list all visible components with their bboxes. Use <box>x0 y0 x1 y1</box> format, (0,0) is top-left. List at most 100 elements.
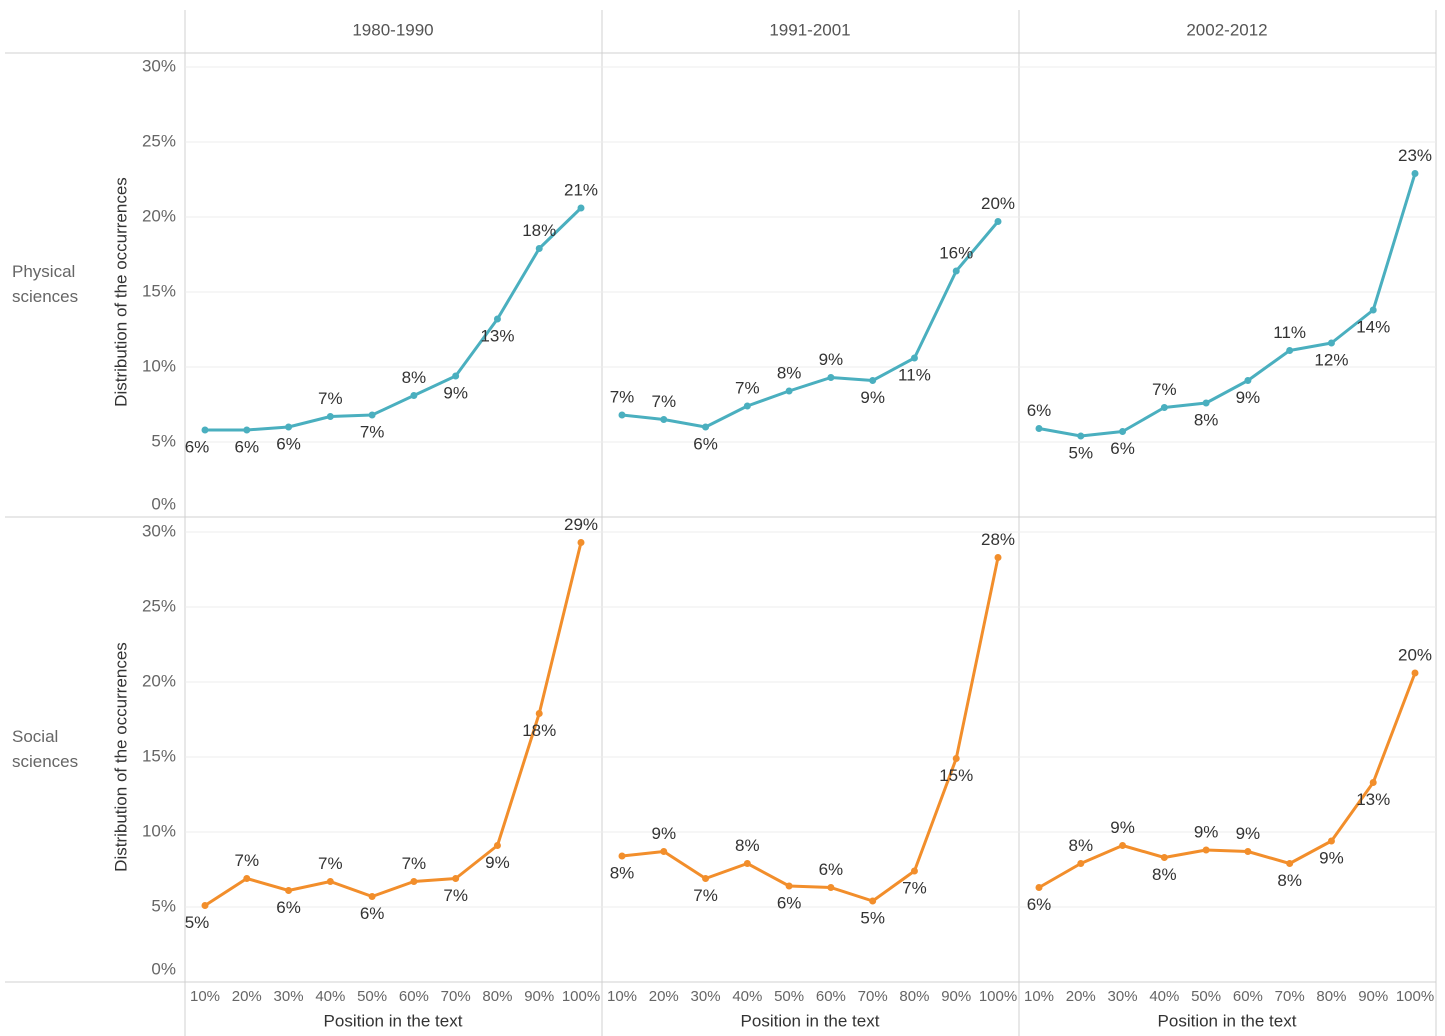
x-tick-label: 50% <box>357 988 387 1005</box>
y-tick-label: 30% <box>142 56 176 75</box>
x-axis-title: Position in the text <box>741 1011 880 1030</box>
row-header-box: Social sciences <box>12 727 78 771</box>
point <box>910 354 918 362</box>
value-label: 9% <box>651 824 676 843</box>
value-label: 7% <box>443 886 468 905</box>
point <box>1369 779 1377 786</box>
value-label: 6% <box>276 898 301 917</box>
point <box>785 882 793 890</box>
value-label: 6% <box>185 437 210 456</box>
point <box>994 554 1002 561</box>
value-label: 9% <box>443 383 468 402</box>
point <box>660 416 668 423</box>
point <box>285 887 293 894</box>
point <box>201 426 209 434</box>
value-label: 9% <box>819 350 844 369</box>
x-tick-label: 10% <box>607 988 637 1005</box>
y-tick-label: 20% <box>142 671 176 690</box>
point <box>243 875 251 882</box>
y-tick-label: 10% <box>142 356 176 375</box>
x-tick-label: 50% <box>1191 988 1221 1005</box>
line <box>1038 173 1417 438</box>
value-label: 5% <box>860 908 885 927</box>
value-label: 8% <box>735 836 760 855</box>
y-tick-label: 10% <box>142 821 176 840</box>
point <box>1035 425 1043 432</box>
point <box>368 893 376 900</box>
value-label: 14% <box>1356 317 1390 336</box>
x-tick-label: 20% <box>232 988 262 1005</box>
y-axis-title: Distribution of the occurrences <box>111 642 130 872</box>
point <box>785 387 793 395</box>
point <box>1160 404 1168 411</box>
value-label: 15% <box>939 766 973 785</box>
point <box>618 852 626 860</box>
value-label: 6% <box>276 434 301 453</box>
y-tick-label: 20% <box>142 206 176 225</box>
y-tick-label: 30% <box>142 521 176 540</box>
point <box>1077 860 1085 867</box>
x-tick-label: 90% <box>1358 988 1388 1005</box>
point <box>1077 432 1085 440</box>
point <box>452 372 460 380</box>
y-tick-label: 25% <box>142 131 176 150</box>
point <box>1244 848 1252 855</box>
value-label: 9% <box>485 853 510 872</box>
value-label: 16% <box>939 243 973 262</box>
value-label: 7% <box>360 422 385 441</box>
point <box>1286 347 1294 354</box>
x-tick-label: 100% <box>562 988 600 1005</box>
x-tick-label: 30% <box>274 988 304 1005</box>
point <box>368 411 376 419</box>
value-label: 8% <box>610 863 635 882</box>
value-label: 7% <box>651 392 676 411</box>
point <box>1369 306 1377 314</box>
value-label: 18% <box>522 721 556 740</box>
point <box>1160 854 1168 861</box>
column-header: 1991-2001 <box>769 20 850 39</box>
x-tick-label: 60% <box>816 988 846 1005</box>
x-tick-label: 80% <box>899 988 929 1005</box>
value-label: 8% <box>777 363 802 382</box>
y-tick-label: 5% <box>151 896 176 915</box>
x-tick-label: 40% <box>732 988 762 1005</box>
value-label: 13% <box>480 326 514 345</box>
point <box>827 374 835 381</box>
value-label: 7% <box>693 886 718 905</box>
y-tick-label: 0% <box>151 494 176 513</box>
value-label: 6% <box>819 860 844 879</box>
point <box>702 875 710 882</box>
x-tick-label: 20% <box>1066 988 1096 1005</box>
point <box>827 884 835 891</box>
value-label: 9% <box>1236 388 1261 407</box>
point <box>243 426 251 434</box>
value-label: 6% <box>1027 401 1052 420</box>
y-tick-label: 5% <box>151 431 176 450</box>
point <box>869 377 877 384</box>
x-axis-title: Position in the text <box>1158 1011 1297 1030</box>
point <box>326 878 334 885</box>
value-label: 9% <box>860 388 885 407</box>
value-label: 9% <box>1236 824 1261 843</box>
value-label: 7% <box>1152 380 1177 399</box>
point <box>326 413 334 420</box>
point <box>1202 399 1210 407</box>
point <box>201 902 209 909</box>
point <box>410 392 418 399</box>
value-label: 6% <box>360 904 385 923</box>
point <box>1286 860 1294 867</box>
value-label: 7% <box>318 389 343 408</box>
value-label: 21% <box>564 180 598 199</box>
value-label: 7% <box>318 854 343 873</box>
x-tick-label: 20% <box>649 988 679 1005</box>
point <box>994 218 1002 225</box>
point <box>1327 837 1335 845</box>
point <box>1411 669 1419 677</box>
x-tick-label: 90% <box>941 988 971 1005</box>
value-label: 7% <box>735 378 760 397</box>
x-tick-label: 50% <box>774 988 804 1005</box>
point <box>618 411 626 419</box>
point <box>910 867 918 875</box>
x-tick-label: 70% <box>441 988 471 1005</box>
